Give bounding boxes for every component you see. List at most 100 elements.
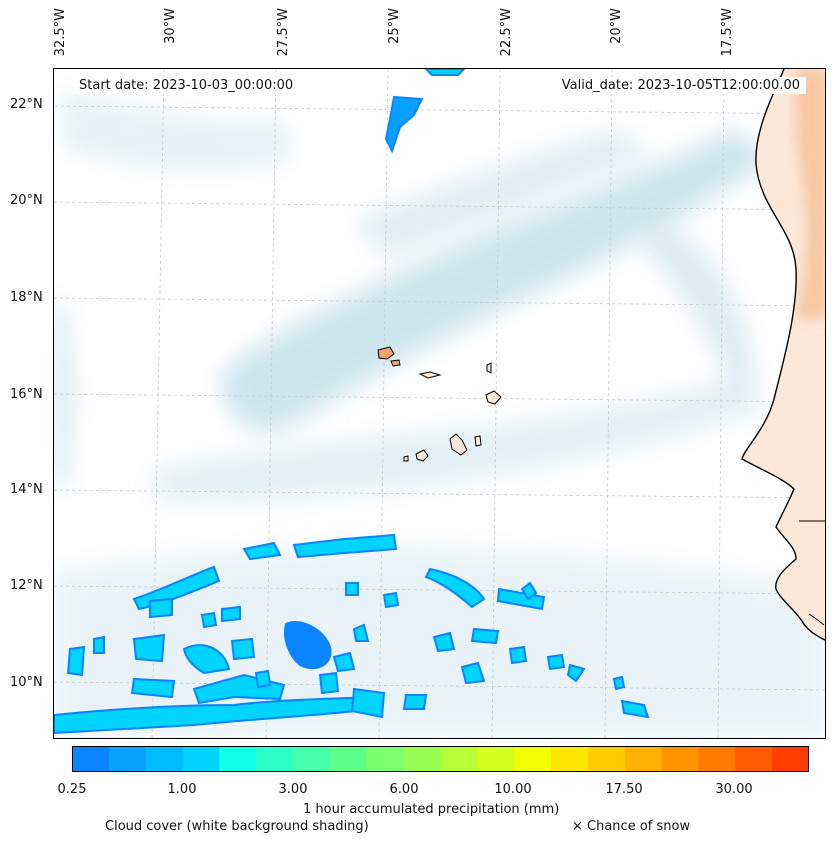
precip-band-p [460,661,486,685]
precip-band-ae [508,645,528,665]
precip-band-ac [254,669,272,689]
map-canvas [54,69,825,738]
colorbar-tick-0: 0.25 [57,782,87,797]
island-brava [403,455,409,462]
island-santo-antao [377,346,395,360]
island-sao-vicente [390,359,401,367]
colorbar-segment [145,746,184,772]
colorbar-segment [661,746,699,772]
colorbar-segment [698,746,736,772]
colorbar-tick-2: 3.00 [278,782,308,797]
cloud-cover-legend: Cloud cover (white background shading) [105,819,369,834]
precip-band-r [620,699,650,719]
precip-band-l [350,687,386,719]
precip-band-n [470,627,500,645]
lat-tick-22n: 22°N [10,97,43,112]
precip-band-f [132,633,166,663]
colorbar-segment [477,746,515,772]
colorbar [72,746,809,772]
colorbar-segment [329,746,368,772]
lon-tick-22-5w: 22.5°W [499,8,514,57]
africa-land [741,69,825,641]
colorbar-segment [182,746,220,772]
colorbar-segment [551,746,589,772]
colorbar-segment [108,746,147,772]
colorbar-title: 1 hour accumulated precipitation (mm) [303,802,560,817]
precip-sw-band [54,695,378,735]
lat-tick-10n: 10°N [10,675,43,690]
colorbar-segment [72,746,110,772]
colorbar-segment [514,746,552,772]
africa-coastline [741,69,825,641]
lon-tick-17-5w: 17.5°W [720,8,735,57]
lon-tick-30w: 30°W [163,8,178,44]
colorbar-segment [772,746,809,772]
precip-band-v [149,597,173,619]
lat-tick-18n: 18°N [10,290,43,305]
precip-band-o [546,653,566,671]
cloud-band-central [222,129,775,431]
precip-band-u [93,635,105,654]
lat-tick-14n: 14°N [10,482,43,497]
cloud-band-upper [354,129,654,259]
precip-north-cell [384,95,424,154]
colorbar-segment [440,746,478,772]
precip-band-h [130,677,176,699]
cloud-left-edge [54,289,71,489]
lat-tick-12n: 12°N [10,578,43,593]
africa-desert [794,69,825,319]
cape-verde-islands [377,346,502,462]
lat-tick-16n: 16°N [10,387,43,402]
island-boa-vista [485,390,502,405]
colorbar-tick-4: 10.00 [494,782,532,797]
precip-big-blob [284,621,332,670]
start-date-label: Start date: 2023-10-03_00:00:00 [73,77,300,94]
lon-tick-32-5w: 32.5°W [53,8,68,57]
precip-band-q [566,663,586,683]
colorbar-segment [256,746,294,772]
valid-date-label: Valid_date: 2023-10-05T12:00:00.00 [555,77,806,94]
map-panel: Start date: 2023-10-03_00:00:00 Valid_da… [53,68,826,739]
lon-tick-25w: 25°W [387,8,402,44]
colorbar-segment [219,746,257,772]
precip-band-j [332,651,356,673]
colorbar-segment [403,746,441,772]
colorbar-tick-3: 6.00 [389,782,419,797]
precip-band-d [424,567,486,609]
precip-band-aa [382,591,400,609]
precip-band-b [242,541,282,561]
lon-tick-20w: 20°W [609,8,624,44]
precip-band-ad [402,694,428,710]
island-fogo [415,449,429,462]
colorbar-border [72,746,809,772]
precip-band-m [432,631,456,653]
precip-top-edge [424,69,466,76]
island-santiago [449,433,468,456]
colorbar-tick-1: 1.00 [167,782,197,797]
colorbar-segment [366,746,405,772]
island-sao-nicolau [418,371,442,379]
lat-tick-20n: 20°N [10,193,43,208]
africa-coast-fill [742,69,825,641]
precip-band-c [292,533,398,559]
precip-band-k [352,623,370,642]
precip-band-z [345,582,359,596]
colorbar-segment [624,746,663,772]
colorbar-segment [293,746,331,772]
colorbar-tick-5: 17.50 [605,782,643,797]
cloud-east [644,219,754,389]
precip-band-g [182,644,231,675]
precip-band-t [66,645,86,677]
precip-band-y [230,637,256,661]
precip-band-x [221,605,241,623]
precip-band-s [612,675,626,691]
snow-legend: × Chance of snow [572,819,691,834]
precip-band-af [520,581,538,601]
island-sal [486,362,492,374]
cloud-band-lower [154,369,764,504]
colorbar-segment [735,746,773,772]
precip-band-ab [318,671,340,695]
precipitation-layer [54,69,650,735]
lon-tick-27-5w: 27.5°W [276,8,291,57]
bissagos-islands [808,613,825,626]
